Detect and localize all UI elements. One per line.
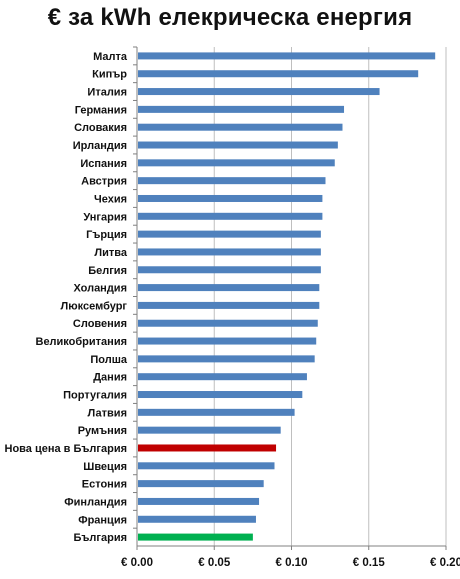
category-label-28: България: [73, 532, 127, 544]
bar-10: [138, 212, 323, 220]
category-label-3: Италия: [87, 87, 127, 99]
category-label-12: Литва: [94, 247, 127, 259]
bar-19: [138, 373, 307, 381]
bar-12: [138, 248, 321, 256]
bar-18: [138, 355, 315, 363]
bar-26: [138, 497, 260, 505]
category-label-23: Нова цена в България: [5, 443, 127, 455]
category-label-21: Латвия: [88, 407, 127, 419]
category-label-25: Естония: [82, 479, 127, 491]
bar-13: [138, 266, 321, 274]
bar-8: [138, 177, 326, 185]
bar-5: [138, 123, 343, 131]
x-tick-label-3: € 0.15: [353, 557, 386, 569]
bar-24: [138, 462, 275, 470]
category-label-4: Германия: [75, 104, 127, 116]
category-label-17: Великобритания: [36, 336, 128, 348]
category-label-2: Кипър: [92, 69, 127, 81]
bar-4: [138, 105, 345, 113]
category-label-16: Словения: [73, 318, 127, 330]
category-label-22: Румъния: [78, 425, 127, 437]
bar-14: [138, 284, 320, 292]
category-label-19: Дания: [93, 372, 127, 384]
category-label-24: Швеция: [83, 461, 127, 473]
bar-2: [138, 70, 419, 78]
category-label-9: Чехия: [94, 193, 127, 205]
category-label-27: Франция: [78, 514, 127, 526]
bar-25: [138, 480, 264, 488]
bar-9: [138, 194, 323, 202]
x-tick-label-0: € 0.00: [121, 557, 153, 569]
bar-3: [138, 88, 380, 96]
bar-28: [138, 533, 253, 541]
bar-16: [138, 319, 318, 327]
x-tick-label-2: € 0.10: [276, 557, 308, 569]
bar-11: [138, 230, 321, 238]
bar-20: [138, 391, 303, 399]
category-label-13: Белгия: [88, 265, 127, 277]
chart-title: € за kWh елекрическа енергия: [47, 4, 413, 31]
bar-6: [138, 141, 338, 149]
category-label-26: Финландия: [64, 496, 127, 508]
category-label-20: Португалия: [63, 390, 127, 402]
bar-1: [138, 52, 436, 60]
category-label-10: Унгария: [83, 211, 127, 223]
category-label-15: Люксембург: [61, 300, 128, 312]
category-label-11: Гърция: [86, 229, 127, 241]
category-label-8: Австрия: [81, 176, 127, 188]
bar-15: [138, 301, 320, 309]
category-label-18: Полша: [90, 354, 128, 366]
bar-27: [138, 515, 256, 523]
category-label-6: Ирландия: [73, 140, 127, 152]
bar-17: [138, 337, 317, 345]
category-label-14: Холандия: [73, 283, 127, 295]
bar-21: [138, 408, 295, 416]
x-tick-label-4: € 0.20: [430, 557, 460, 569]
bar-22: [138, 426, 281, 434]
bar-7: [138, 159, 335, 167]
bar-23: [138, 444, 277, 452]
x-tick-label-1: € 0.05: [198, 557, 231, 569]
category-label-7: Испания: [80, 158, 127, 170]
category-label-5: Словакия: [74, 122, 127, 134]
category-label-1: Малта: [93, 51, 128, 63]
